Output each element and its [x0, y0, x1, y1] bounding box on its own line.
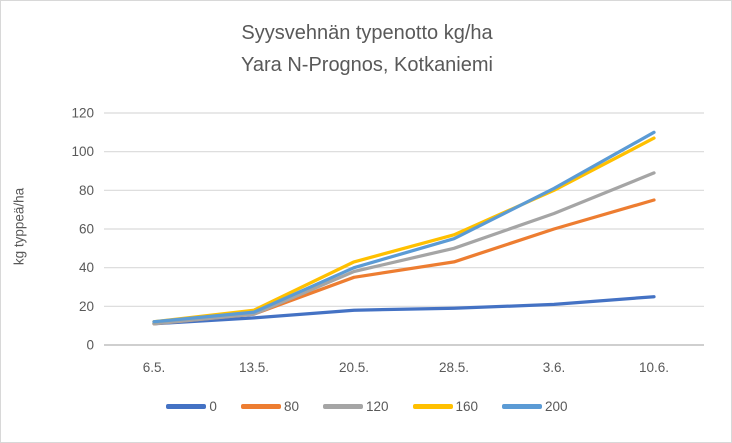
x-tick-label: 3.6.: [543, 360, 566, 375]
x-tick-label: 28.5.: [439, 360, 469, 375]
legend-swatch-icon: [240, 404, 281, 409]
legend-item-80: 80: [240, 399, 299, 414]
legend-item-120: 120: [322, 399, 389, 414]
y-tick-label: 20: [79, 299, 94, 314]
chart-legend: 0 80 120 160 200: [1, 399, 731, 414]
y-tick-label: 40: [79, 260, 94, 275]
legend-swatch-icon: [412, 404, 453, 409]
series-line-0: [152, 295, 656, 326]
series-line-200: [152, 130, 656, 324]
chart-title-line1: Syysvehnän typenotto kg/ha: [241, 22, 493, 44]
legend-label: 0: [209, 399, 217, 414]
series-line-80: [152, 198, 656, 326]
y-tick-label: 100: [71, 144, 94, 159]
chart-title-line2: Yara N-Prognos, Kotkaniemi: [241, 54, 493, 76]
legend-swatch-icon: [322, 404, 363, 409]
legend-label: 200: [545, 399, 568, 414]
chart-title: Syysvehnän typenotto kg/ha Yara N-Progno…: [1, 17, 731, 81]
legend-label: 120: [365, 399, 389, 414]
y-tick-label: 120: [71, 106, 94, 121]
y-tick-label: 80: [79, 183, 94, 198]
legend-item-200: 200: [502, 399, 568, 414]
x-tick-label: 20.5.: [339, 360, 369, 375]
legend-item-160: 160: [412, 399, 479, 414]
legend-swatch-icon: [502, 404, 543, 409]
legend-label: 80: [283, 399, 299, 414]
x-tick-label: 10.6.: [639, 360, 669, 375]
legend-swatch-icon: [166, 404, 207, 409]
series-line-120: [152, 171, 656, 326]
series-line-160: [152, 136, 656, 324]
y-tick-label: 60: [79, 222, 94, 237]
x-tick-label: 6.5.: [143, 360, 166, 375]
x-tick-label: 13.5.: [239, 360, 269, 375]
legend-item-0: 0: [166, 399, 217, 414]
y-tick-label: 0: [86, 338, 94, 353]
legend-label: 160: [455, 399, 479, 414]
